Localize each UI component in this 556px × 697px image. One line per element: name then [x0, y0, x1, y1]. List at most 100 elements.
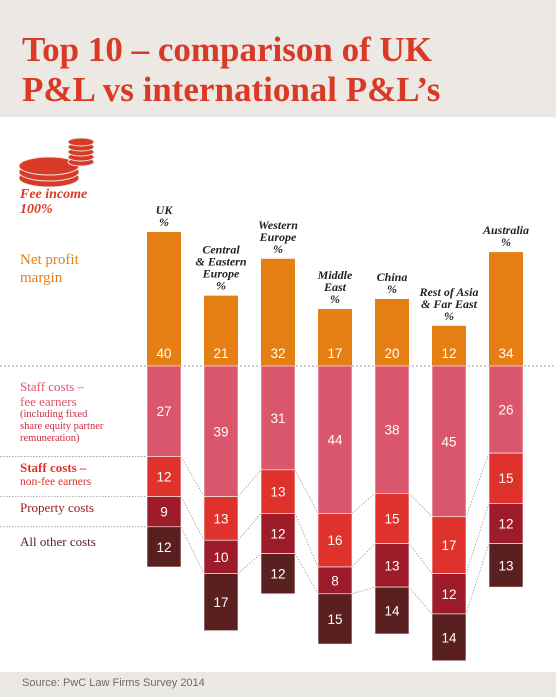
connector-dash: [351, 586, 376, 595]
legend-staff-fee-sub-3: remuneration): [20, 433, 80, 444]
category-label: Europe: [259, 230, 297, 244]
category-label: %: [273, 242, 283, 256]
legend-net-profit: Net profit margin: [20, 251, 79, 287]
category-label: Middle: [317, 268, 353, 282]
value-label: 32: [270, 346, 285, 361]
header-band: [0, 0, 556, 117]
value-label: 45: [441, 434, 456, 449]
category-label: %: [216, 279, 226, 293]
connector-dash: [180, 496, 205, 541]
connector-dash: [237, 513, 262, 541]
legend-staff-fee: Staff costs – fee earners (including fix…: [20, 379, 103, 445]
category-label: %: [159, 215, 169, 229]
value-label: 12: [441, 587, 456, 602]
value-label: 17: [327, 346, 342, 361]
legend-staff-non-fee: Staff costs – non-fee earners: [20, 460, 91, 490]
value-label: 13: [270, 485, 285, 500]
value-label: 12: [498, 516, 513, 531]
value-label: 44: [327, 433, 343, 448]
bar-net-profit: [147, 232, 181, 366]
bars-group: [146, 232, 524, 662]
value-label: 14: [441, 630, 457, 645]
category-label: %: [501, 235, 511, 249]
value-label: 15: [498, 471, 513, 486]
category-label: Central: [202, 243, 240, 257]
bar-staff-non-fee: [431, 516, 467, 575]
bar-staff-fee: [146, 365, 182, 457]
bar-property: [260, 513, 296, 554]
bar-net-profit: [261, 258, 295, 366]
value-label: 12: [270, 527, 285, 542]
value-label: 15: [327, 612, 342, 627]
value-label: 9: [160, 505, 168, 520]
category-label: China: [377, 270, 408, 284]
value-label: 17: [213, 595, 228, 610]
bar-staff-non-fee: [374, 492, 410, 544]
bar-net-profit: [318, 309, 352, 366]
connector-dash: [465, 452, 490, 517]
legend-staff-fee-line-2: fee earners: [20, 394, 77, 409]
category-label: Australia: [482, 223, 529, 237]
connector-dash: [351, 543, 376, 568]
bar-staff-non-fee: [146, 456, 182, 497]
value-label: 21: [213, 346, 228, 361]
bar-staff-non-fee: [488, 452, 524, 504]
category-label: %: [330, 292, 340, 306]
bar-staff-fee: [488, 365, 524, 454]
title-line-2: P&L vs international P&L’s: [22, 70, 441, 109]
category-label: & Far East: [421, 297, 478, 311]
legend-fee-income: Fee income 100%: [20, 187, 87, 217]
bar-other: [488, 543, 524, 588]
bar-other: [203, 573, 239, 631]
legend-other: All other costs: [20, 534, 96, 549]
bar-net-profit: [489, 252, 523, 366]
bar-staff-fee: [317, 365, 353, 514]
legend-fee-income-line-2: 100%: [20, 202, 53, 217]
bar-other: [146, 526, 182, 568]
value-label: 13: [213, 511, 228, 526]
legend-net-profit-line-1: Net profit: [20, 252, 79, 268]
value-label: 12: [270, 567, 285, 582]
bar-staff-fee: [260, 365, 296, 471]
value-label: 14: [384, 604, 400, 619]
connector-dash: [408, 586, 433, 615]
bar-property: [146, 496, 182, 528]
connector-dash: [180, 456, 205, 497]
legend-staff-fee-sub-2: share equity partner: [20, 421, 104, 432]
category-label: UK: [156, 203, 174, 217]
legend-fee-income-line-1: Fee income: [20, 187, 88, 202]
value-label: 12: [441, 346, 456, 361]
connector-dash: [408, 493, 433, 518]
legend-property: Property costs: [20, 500, 95, 515]
legend-staff-fee-sub-1: (including fixed: [20, 409, 88, 420]
value-label: 17: [441, 538, 456, 553]
value-label: 12: [156, 470, 171, 485]
bar-property: [374, 543, 410, 588]
connector-dash: [408, 543, 433, 574]
bar-property: [317, 566, 353, 595]
bar-staff-fee: [431, 365, 467, 518]
category-label: Rest of Asia: [419, 285, 479, 299]
value-label: 26: [498, 403, 513, 418]
legend-net-profit-line-2: margin: [20, 270, 63, 286]
category-label: Europe: [202, 267, 240, 281]
bar-other: [431, 613, 467, 662]
connector-dash: [465, 543, 490, 615]
value-label: 16: [327, 533, 342, 548]
legend-staff-non-fee-line-2: non-fee earners: [20, 476, 92, 488]
value-label: 10: [213, 550, 228, 565]
bar-net-profit: [432, 325, 466, 366]
value-label: 31: [270, 411, 285, 426]
category-label: East: [323, 280, 347, 294]
value-label: 8: [331, 573, 339, 588]
value-label: 15: [384, 511, 399, 526]
value-label: 39: [213, 424, 228, 439]
bar-other: [260, 553, 296, 595]
connector-dash: [237, 469, 262, 497]
value-label: 13: [498, 558, 513, 573]
legend-staff-fee-line-1: Staff costs –: [20, 379, 85, 394]
bar-other: [317, 593, 353, 645]
bar-property: [203, 539, 239, 575]
